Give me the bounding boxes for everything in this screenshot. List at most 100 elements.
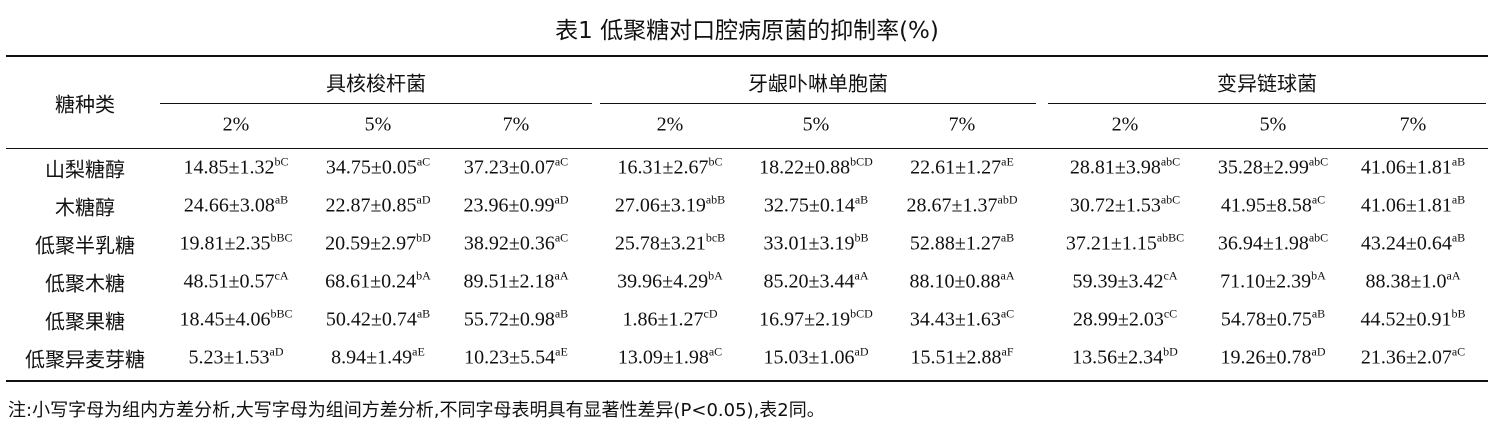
cell-value: 21.36±2.07 [1360, 346, 1452, 369]
cell-significance: abD [997, 192, 1018, 207]
cell-significance: bD [1163, 344, 1178, 359]
group-rule [160, 103, 592, 104]
cell: 30.72±1.53abC [1070, 192, 1181, 218]
cell-value: 88.10±0.88 [909, 270, 1001, 293]
cell-value: 44.52±0.91 [1360, 308, 1452, 331]
cell-significance: abBC [1156, 230, 1185, 245]
cell: 88.38±1.0aA [1365, 268, 1461, 294]
bottom-rule [6, 380, 1488, 382]
cell-significance: aE [412, 344, 425, 359]
cell-significance: bCD [850, 154, 873, 169]
row-label: 低聚异麦芽糖 [25, 347, 145, 372]
row-label: 低聚果糖 [45, 309, 125, 334]
column-header: 2% [656, 113, 684, 136]
cell-value: 28.81±3.98 [1069, 156, 1161, 179]
row-label: 低聚半乳糖 [35, 233, 135, 258]
cell: 41.06±1.81aB [1361, 192, 1466, 218]
cell-significance: aB [554, 306, 569, 321]
cell-significance: aC [554, 154, 569, 169]
cell: 25.78±3.21bcB [615, 230, 726, 256]
cell-significance: bB [854, 230, 869, 245]
cell-value: 1.86±1.27 [622, 308, 704, 331]
cell-value: 37.21±1.15 [1065, 232, 1157, 255]
cell-significance: aB [1000, 230, 1015, 245]
cell: 16.31±2.67bC [618, 154, 723, 180]
cell-significance: aA [1446, 268, 1461, 283]
cell-value: 71.10±2.39 [1220, 270, 1312, 293]
cell-significance: cA [274, 268, 289, 283]
cell-significance: bBC [270, 306, 293, 321]
cell-value: 55.72±0.98 [463, 308, 555, 331]
row-label: 山梨糖醇 [45, 157, 125, 182]
cell: 28.81±3.98abC [1069, 154, 1181, 180]
cell-significance: aD [854, 344, 869, 359]
cell: 18.22±0.88bCD [759, 154, 873, 180]
cell-significance: aE [555, 344, 568, 359]
column-header: 5% [802, 113, 830, 136]
cell-significance: aA [854, 268, 869, 283]
group-header: 变异链球菌 [1217, 71, 1317, 96]
cell-value: 35.28±2.99 [1217, 156, 1309, 179]
group-rule [600, 103, 1036, 104]
cell-value: 19.81±2.35 [179, 232, 271, 255]
cell-significance: cA [1163, 268, 1178, 283]
cell-value: 48.51±0.57 [183, 270, 275, 293]
group-rule [1048, 103, 1486, 104]
row-label: 低聚木糖 [45, 271, 125, 296]
cell: 85.20±3.44aA [763, 268, 869, 294]
cell-significance: aB [854, 192, 869, 207]
cell: 33.01±3.19bB [764, 230, 869, 256]
table-title: 表1 低聚糖对口腔病原菌的抑制率(%) [555, 18, 939, 44]
cell: 10.23±5.54aE [464, 344, 568, 370]
cell: 34.43±1.63aC [910, 308, 1014, 332]
cell-value: 27.06±3.19 [614, 194, 706, 217]
cell: 68.61±0.24bA [325, 270, 431, 294]
cell-value: 13.56±2.34 [1072, 346, 1164, 369]
cell-value: 43.24±0.64 [1360, 232, 1452, 255]
cell-value: 22.87±0.85 [325, 194, 417, 217]
cell: 21.36±2.07aC [1360, 346, 1465, 370]
cell: 43.24±0.64aB [1360, 230, 1466, 256]
cell: 34.75±0.05aC [325, 156, 430, 180]
cell-value: 34.75±0.05 [325, 156, 417, 179]
cell-significance: bcB [705, 230, 726, 245]
cell-significance: bD [416, 230, 431, 245]
cell-value: 20.59±2.97 [325, 232, 417, 255]
cell-significance: aB [1451, 230, 1466, 245]
cell: 27.06±3.19abB [614, 194, 725, 218]
cell-value: 88.38±1.0 [1365, 270, 1447, 293]
cell-value: 23.96±0.99 [463, 194, 555, 217]
cell: 41.95±8.58aC [1221, 194, 1325, 218]
column-header: 5% [1259, 113, 1287, 136]
cell: 15.51±2.88aF [911, 344, 1014, 370]
cell-significance: bC [708, 154, 723, 169]
cell: 59.39±3.42cA [1073, 268, 1178, 294]
cell: 88.10±0.88aA [909, 270, 1015, 294]
cell: 13.09±1.98aC [618, 346, 722, 370]
cell: 36.94±1.98abC [1218, 232, 1328, 256]
cell: 19.81±2.35bBC [179, 232, 293, 256]
cell: 32.75±0.14aB [764, 192, 869, 218]
cell-value: 54.78±0.75 [1220, 308, 1312, 331]
cell-significance: bA [708, 268, 723, 283]
cell: 1.86±1.27cD [622, 308, 718, 332]
cell: 8.94±1.49aE [331, 344, 425, 370]
cell-value: 39.96±4.29 [617, 270, 709, 293]
cell-value: 19.26±0.78 [1220, 346, 1312, 369]
cell-value: 28.67±1.37 [906, 194, 998, 217]
cell-significance: aA [554, 268, 569, 283]
cell-significance: aC [554, 230, 569, 245]
cell-value: 85.20±3.44 [763, 270, 855, 293]
cell-significance: abC [1160, 154, 1181, 169]
cell: 23.96±0.99aD [463, 194, 569, 218]
cell: 71.10±2.39bA [1220, 270, 1326, 294]
cell-significance: aB [1451, 192, 1466, 207]
cell-significance: aF [1001, 344, 1014, 359]
cell-significance: abC [1160, 192, 1181, 207]
cell-significance: abC [1308, 154, 1329, 169]
cell-value: 8.94±1.49 [331, 346, 413, 369]
cell: 24.66±3.08aB [184, 194, 288, 218]
cell: 48.51±0.57cA [183, 268, 289, 294]
cell: 14.85±1.32bC [184, 156, 289, 180]
cell-value: 52.88±1.27 [909, 232, 1001, 255]
